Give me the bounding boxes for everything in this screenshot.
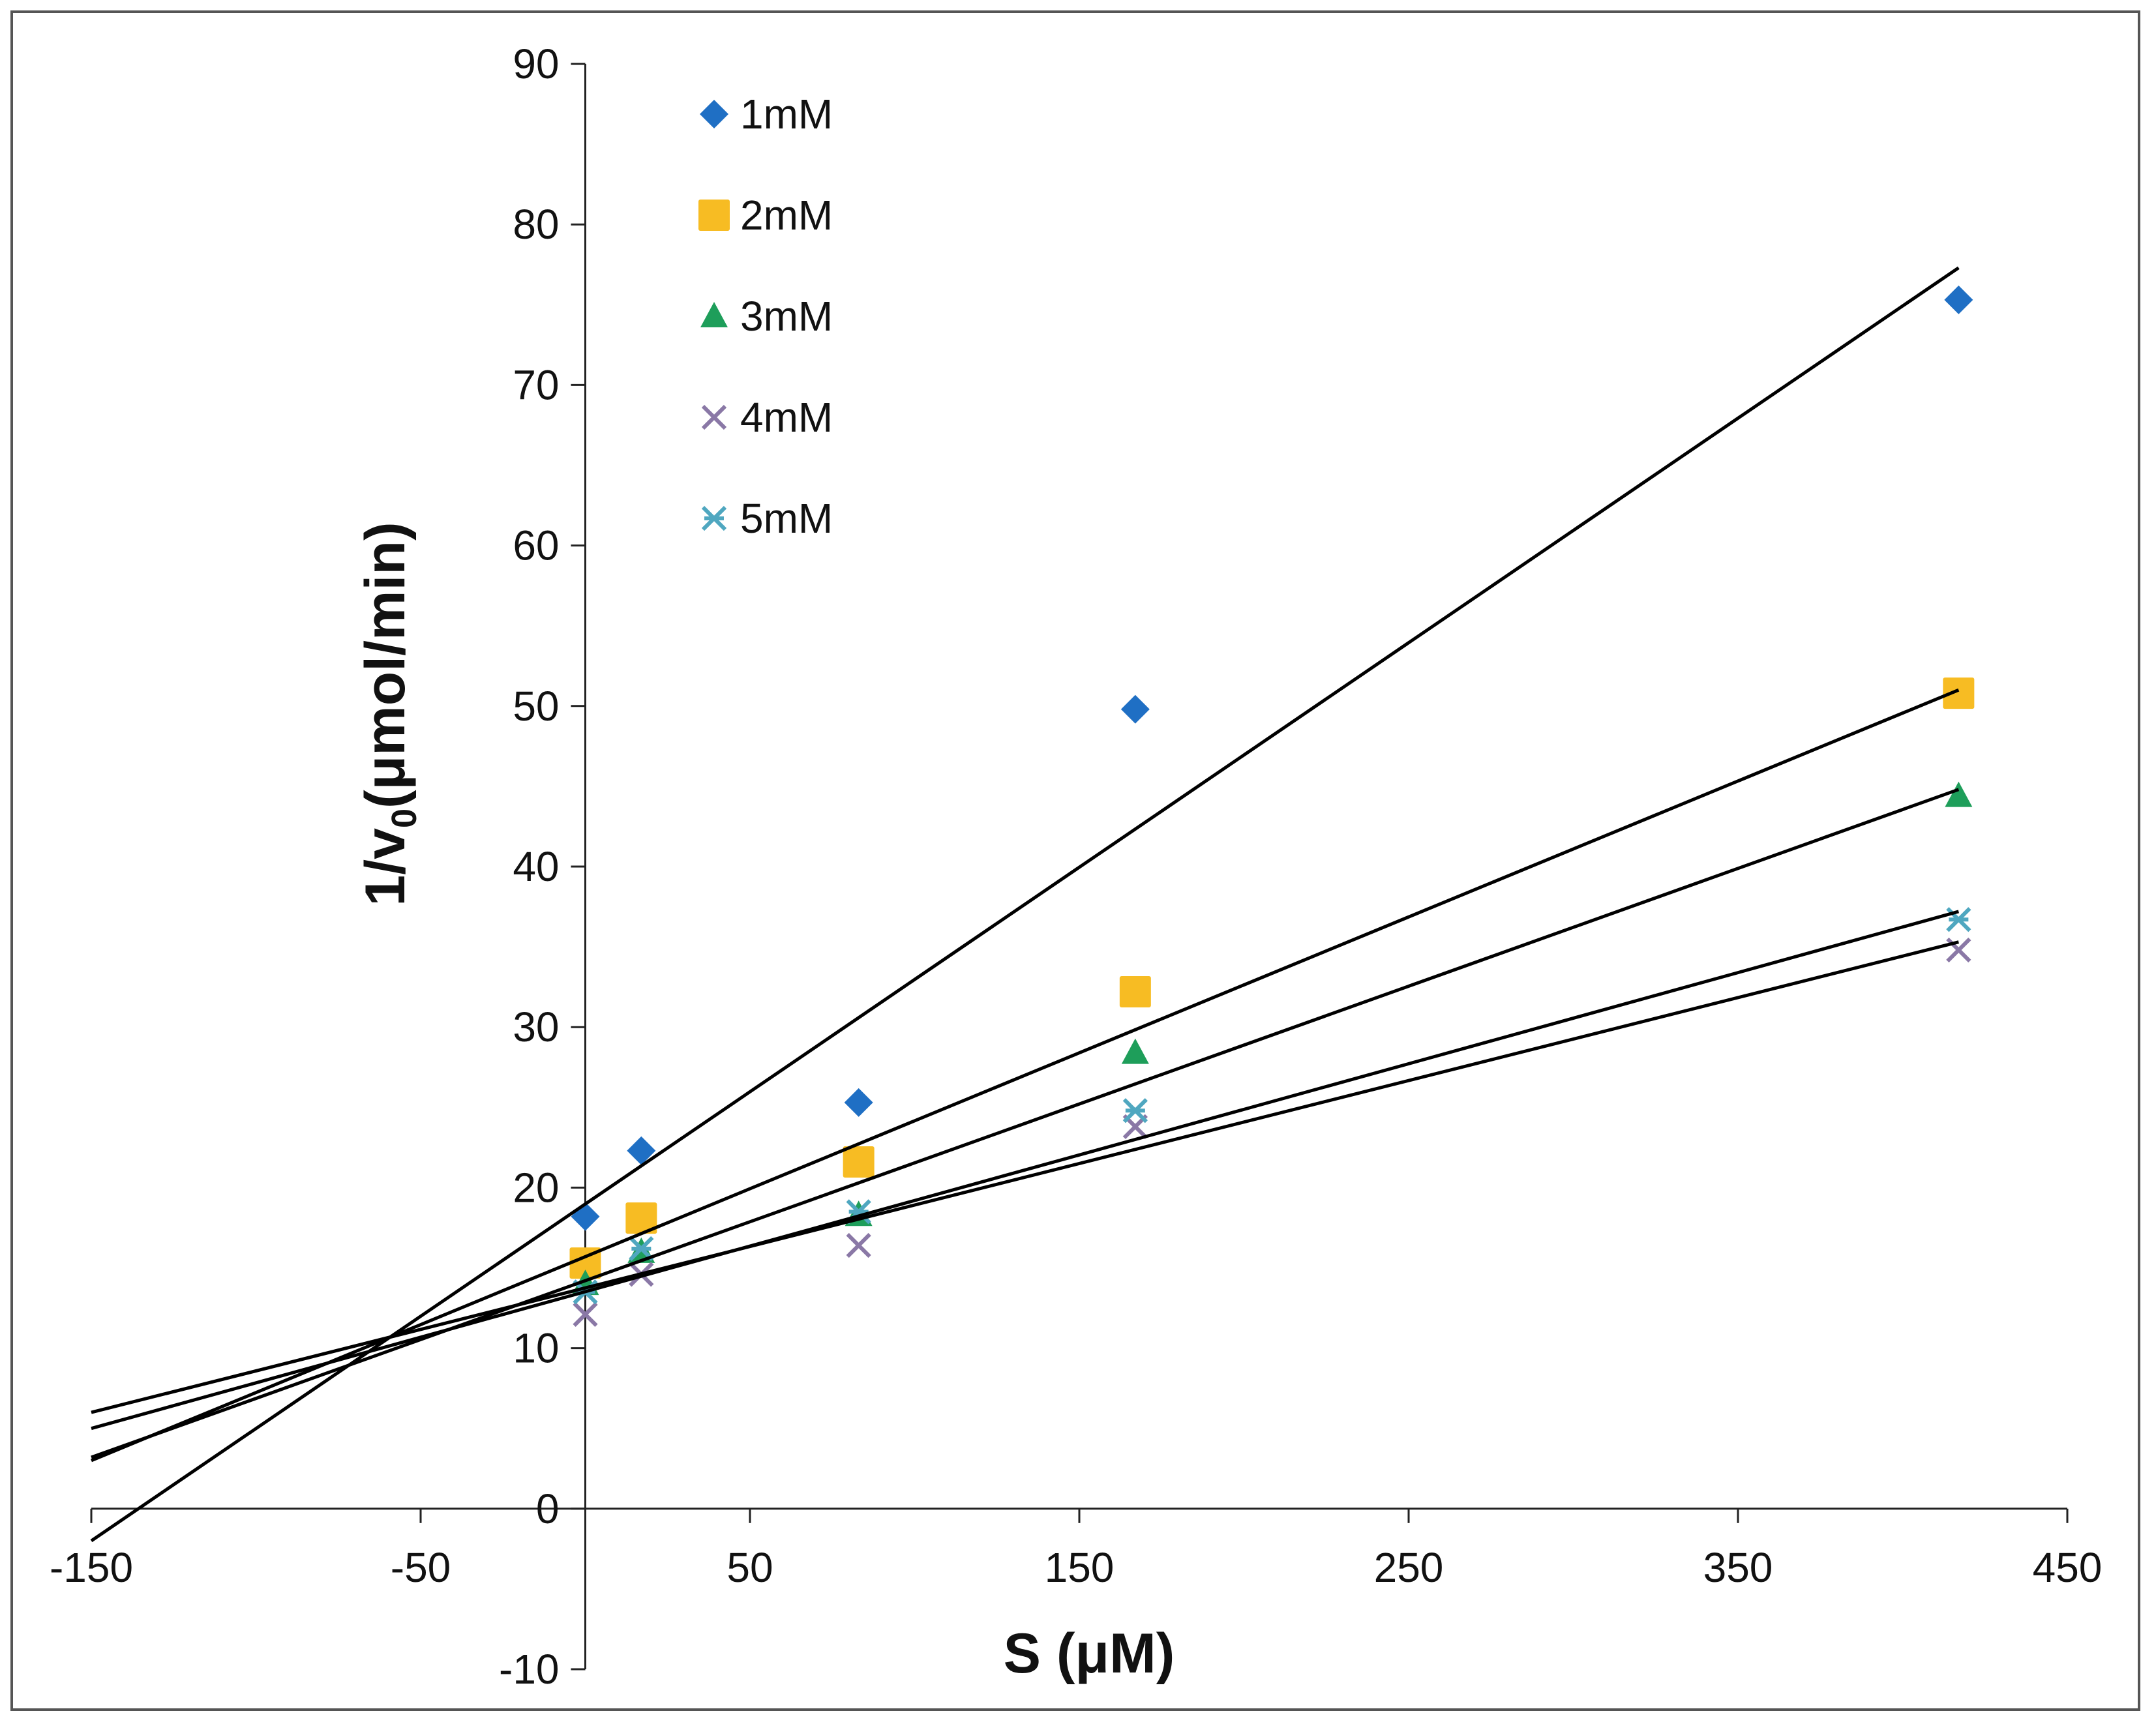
x-tick-label: 50 xyxy=(726,1544,773,1591)
data-point-1mM xyxy=(571,1202,600,1231)
y-axis-title-unit: (μmol/min) xyxy=(354,522,417,809)
y-tick-label: -10 xyxy=(499,1646,560,1693)
y-tick-label: 60 xyxy=(513,522,559,569)
chart-frame xyxy=(10,10,2140,1711)
legend-marker-4mM-stroke xyxy=(701,404,727,430)
data-point-2mM xyxy=(569,1247,601,1279)
legend-marker-1mM xyxy=(700,100,728,128)
legend-marker-4mM xyxy=(701,404,727,430)
trendline-3mM xyxy=(91,788,1960,1459)
data-point-3mM xyxy=(1121,1038,1149,1064)
legend-marker-2mM xyxy=(698,200,730,231)
x-tick-label: 450 xyxy=(2033,1544,2103,1591)
data-point-1mM xyxy=(1944,285,1973,314)
data-point-1mM xyxy=(1120,694,1150,724)
legend-label-3mM: 3mM xyxy=(740,293,833,340)
data-point-5mM xyxy=(1122,1098,1148,1123)
y-axis-title-subscript: 0 xyxy=(385,809,424,828)
y-tick-label: 0 xyxy=(536,1485,560,1532)
y-tick-label: 80 xyxy=(513,201,559,248)
data-point-2mM xyxy=(625,1202,657,1234)
x-axis-title: S (μM) xyxy=(1004,1622,1175,1685)
data-point-1mM xyxy=(844,1088,873,1117)
data-point-4mM xyxy=(573,1301,598,1328)
data-point-4mM-stroke xyxy=(846,1232,871,1258)
legend-marker-5mM xyxy=(701,505,727,531)
data-point-4mM-stroke xyxy=(1946,937,1971,963)
y-tick-label: 30 xyxy=(513,1003,559,1050)
x-tick-label: -150 xyxy=(50,1544,133,1591)
series-4mM-points xyxy=(573,937,1971,1328)
data-point-4mM-stroke xyxy=(573,1301,598,1328)
y-tick-label: 90 xyxy=(513,40,559,87)
legend-label-5mM: 5mM xyxy=(740,495,833,542)
y-axis-title-main: 1/v xyxy=(354,828,417,906)
x-tick-label: 150 xyxy=(1045,1544,1115,1591)
y-tick-label: 20 xyxy=(513,1164,559,1211)
legend: 1mM 2mM 3mM 4mM 5mM xyxy=(698,91,833,542)
trendline-2mM xyxy=(91,688,1960,1463)
data-point-4mM xyxy=(846,1232,871,1258)
data-point-2mM xyxy=(843,1146,875,1178)
legend-label-1mM: 1mM xyxy=(740,91,833,138)
trendline-5mM xyxy=(91,910,1960,1431)
y-axis-title: 1/v0(μmol/min) xyxy=(354,522,424,906)
data-point-2mM xyxy=(1119,976,1151,1008)
x-tick-label: 250 xyxy=(1374,1544,1444,1591)
y-tick-label: 70 xyxy=(513,361,559,408)
y-tick-label: 10 xyxy=(513,1325,559,1372)
data-point-1mM xyxy=(627,1136,656,1165)
data-point-5mM xyxy=(629,1236,654,1262)
x-tick-label: 350 xyxy=(1703,1544,1773,1591)
y-tick-label: 40 xyxy=(513,843,559,890)
trendline-4mM xyxy=(91,940,1959,1414)
legend-label-2mM: 2mM xyxy=(740,192,833,239)
legend-marker-3mM xyxy=(700,302,728,327)
trendline-1mM xyxy=(90,266,1960,1543)
data-point-2mM xyxy=(1943,677,1975,709)
data-point-3mM xyxy=(1945,781,1973,807)
y-tick-label: 50 xyxy=(513,683,559,730)
x-tick-label: -50 xyxy=(391,1544,451,1591)
series-2mM-points xyxy=(569,677,1975,1279)
legend-label-4mM: 4mM xyxy=(740,394,833,441)
